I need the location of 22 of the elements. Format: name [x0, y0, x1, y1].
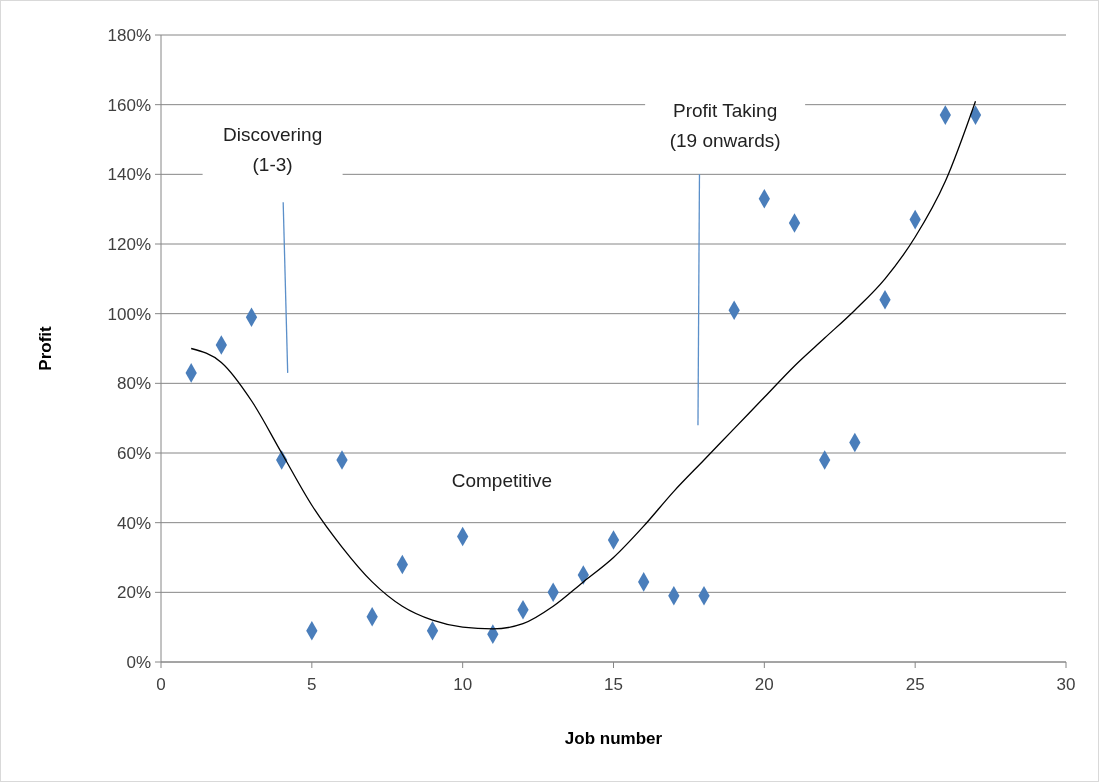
x-tick-label: 10	[453, 675, 473, 694]
y-tick-label: 180%	[107, 26, 151, 45]
x-axis-title: Job number	[564, 729, 663, 748]
y-tick-label: 40%	[116, 513, 151, 533]
x-tick-label: 30	[1056, 675, 1076, 694]
annotation: Discovering (1-3)	[222, 123, 323, 175]
y-tick-label: 20%	[116, 583, 151, 603]
y-tick-label: 120%	[107, 235, 151, 254]
y-tick-label: 100%	[107, 304, 151, 324]
y-tick-label: 0%	[126, 653, 151, 672]
y-tick-label: 60%	[116, 444, 151, 463]
y-tick-label: 80%	[116, 374, 151, 394]
y-tick-label: 140%	[107, 165, 151, 185]
y-axis-title: Profit	[36, 325, 55, 371]
x-tick-label: 0	[156, 675, 166, 694]
y-tick-label: 160%	[107, 95, 151, 115]
x-tick-label: 5	[307, 675, 317, 694]
annotation: Profit Taking (19 onwards)	[669, 99, 781, 151]
x-tick-label: 15	[604, 675, 623, 694]
x-tick-label: 25	[905, 675, 925, 694]
annotation: Competitive	[451, 469, 553, 491]
x-tick-label: 20	[754, 675, 774, 694]
